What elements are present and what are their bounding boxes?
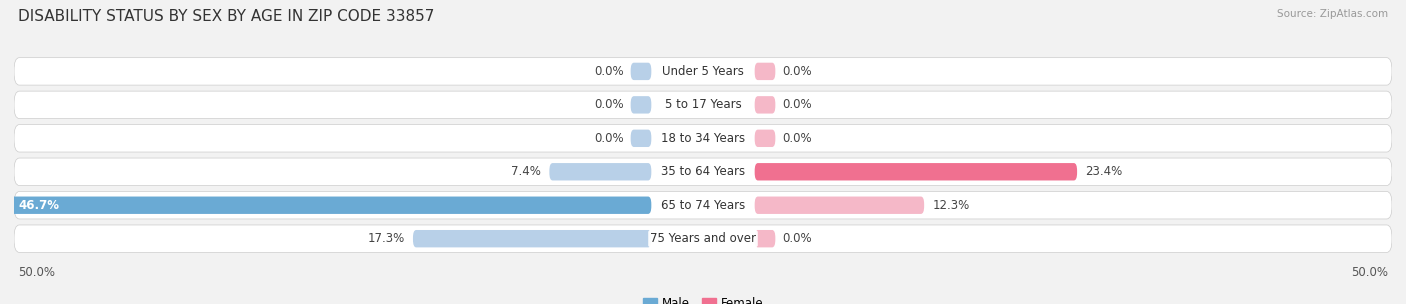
Text: 23.4%: 23.4% — [1085, 165, 1122, 178]
Text: 50.0%: 50.0% — [18, 267, 55, 279]
Text: 75 Years and over: 75 Years and over — [650, 232, 756, 245]
Legend: Male, Female: Male, Female — [638, 293, 768, 304]
FancyBboxPatch shape — [14, 192, 1392, 219]
Text: Source: ZipAtlas.com: Source: ZipAtlas.com — [1277, 9, 1388, 19]
FancyBboxPatch shape — [413, 230, 651, 247]
FancyBboxPatch shape — [8, 196, 651, 214]
FancyBboxPatch shape — [755, 163, 1077, 181]
Text: 7.4%: 7.4% — [512, 165, 541, 178]
FancyBboxPatch shape — [755, 196, 924, 214]
Text: 50.0%: 50.0% — [1351, 267, 1388, 279]
Text: 46.7%: 46.7% — [18, 199, 60, 212]
FancyBboxPatch shape — [14, 91, 1392, 119]
FancyBboxPatch shape — [755, 230, 775, 247]
FancyBboxPatch shape — [755, 130, 775, 147]
Text: DISABILITY STATUS BY SEX BY AGE IN ZIP CODE 33857: DISABILITY STATUS BY SEX BY AGE IN ZIP C… — [18, 9, 434, 24]
FancyBboxPatch shape — [631, 63, 651, 80]
FancyBboxPatch shape — [14, 158, 1392, 185]
Text: 0.0%: 0.0% — [595, 98, 624, 111]
Text: 18 to 34 Years: 18 to 34 Years — [661, 132, 745, 145]
Text: 17.3%: 17.3% — [367, 232, 405, 245]
Text: 0.0%: 0.0% — [782, 98, 811, 111]
FancyBboxPatch shape — [14, 225, 1392, 252]
FancyBboxPatch shape — [631, 96, 651, 114]
Text: 5 to 17 Years: 5 to 17 Years — [665, 98, 741, 111]
Text: 0.0%: 0.0% — [595, 65, 624, 78]
Text: Under 5 Years: Under 5 Years — [662, 65, 744, 78]
Text: 65 to 74 Years: 65 to 74 Years — [661, 199, 745, 212]
FancyBboxPatch shape — [14, 125, 1392, 152]
FancyBboxPatch shape — [755, 63, 775, 80]
FancyBboxPatch shape — [755, 96, 775, 114]
Text: 12.3%: 12.3% — [932, 199, 970, 212]
Text: 0.0%: 0.0% — [782, 132, 811, 145]
Text: 0.0%: 0.0% — [782, 232, 811, 245]
FancyBboxPatch shape — [14, 58, 1392, 85]
Text: 0.0%: 0.0% — [595, 132, 624, 145]
Text: 0.0%: 0.0% — [782, 65, 811, 78]
Text: 35 to 64 Years: 35 to 64 Years — [661, 165, 745, 178]
FancyBboxPatch shape — [631, 130, 651, 147]
FancyBboxPatch shape — [550, 163, 651, 181]
